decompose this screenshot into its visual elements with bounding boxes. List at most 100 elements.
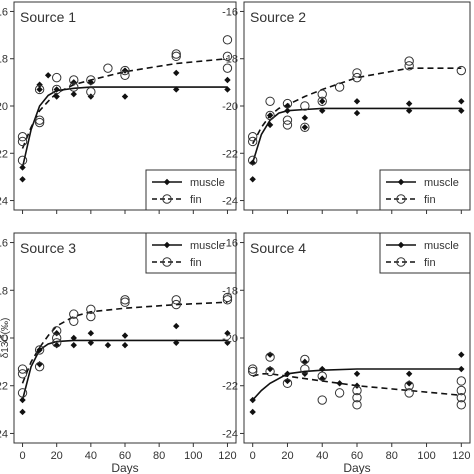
data-point-fin <box>247 155 258 166</box>
data-point-fin <box>282 120 293 130</box>
data-point-muscle <box>353 98 361 105</box>
series-fin <box>247 352 467 410</box>
series-fin <box>17 292 233 398</box>
fit-line-fin <box>252 372 462 397</box>
legend-marker-circle <box>396 257 406 267</box>
data-point-muscle <box>53 86 60 93</box>
panel-title: Source 3 <box>20 240 76 256</box>
data-point-muscle <box>224 76 231 84</box>
data-point-fin <box>17 136 28 147</box>
y-tick-label: -20 <box>0 333 8 345</box>
legend-label: muscle <box>424 240 459 252</box>
y-tick-label: -24 <box>222 196 238 208</box>
data-point-muscle <box>121 332 129 339</box>
x-tick-label: 0 <box>250 450 256 462</box>
data-point-muscle <box>458 365 465 373</box>
data-point-muscle <box>405 107 413 114</box>
data-point-fin <box>69 316 79 326</box>
data-point-muscle <box>173 339 180 346</box>
data-point-fin <box>34 115 45 125</box>
data-point-fin <box>17 369 28 379</box>
y-tick-label: -18 <box>222 285 238 297</box>
data-point-fin <box>51 72 62 83</box>
data-point-muscle <box>70 90 77 98</box>
data-point-muscle <box>249 176 256 183</box>
y-tick-label: -16 <box>0 6 8 18</box>
data-point-fin <box>300 101 310 111</box>
data-point-muscle <box>301 370 309 377</box>
data-point-muscle <box>44 72 52 79</box>
data-point-muscle <box>104 341 112 349</box>
data-point-fin <box>300 364 310 374</box>
data-point-muscle <box>319 107 326 114</box>
y-tick-label: -24 <box>0 428 8 440</box>
data-point-fin <box>247 136 258 147</box>
data-point-fin <box>17 155 28 166</box>
data-point-muscle <box>224 86 231 93</box>
legend-marker-circle <box>396 194 406 204</box>
data-point-fin <box>247 364 258 374</box>
fit-line-muscle <box>252 368 462 401</box>
x-tick-label: 80 <box>153 450 165 462</box>
panel-title: Source 1 <box>20 9 76 25</box>
data-point-fin <box>265 110 275 121</box>
data-point-fin <box>456 392 467 403</box>
fit-line-muscle <box>251 107 462 163</box>
data-point-fin <box>222 35 233 45</box>
data-point-fin <box>265 366 275 377</box>
data-point-fin <box>51 338 62 348</box>
data-point-fin <box>222 51 233 62</box>
y-tick-label: -18 <box>222 54 238 66</box>
panel-title: Source 2 <box>250 9 306 25</box>
data-point-fin <box>300 354 310 365</box>
data-point-fin <box>34 345 45 355</box>
x-tick-label: 100 <box>417 450 435 462</box>
data-point-fin <box>120 65 130 76</box>
data-point-fin <box>456 376 467 386</box>
legend-marker-circle <box>162 257 172 267</box>
x-tick-label: 60 <box>119 450 131 462</box>
data-point-muscle <box>224 339 231 346</box>
data-point-fin <box>69 309 79 319</box>
data-point-muscle <box>173 69 180 77</box>
y-tick-label: -20 <box>222 333 238 345</box>
data-point-muscle <box>284 107 291 114</box>
data-point-muscle <box>36 86 43 93</box>
data-point-fin <box>456 65 467 76</box>
data-point-muscle <box>87 339 95 346</box>
data-point-muscle <box>458 351 465 358</box>
legend-box <box>145 232 237 274</box>
data-point-fin <box>247 132 258 142</box>
data-point-muscle <box>121 93 129 100</box>
data-point-fin <box>34 84 45 95</box>
data-point-fin <box>282 115 293 125</box>
data-point-muscle <box>301 114 309 122</box>
data-point-fin <box>86 311 96 322</box>
data-point-fin <box>103 63 113 73</box>
data-point-fin <box>404 388 414 398</box>
data-point-fin <box>86 304 96 315</box>
x-tick-label: 40 <box>316 450 328 462</box>
data-point-muscle <box>266 121 274 129</box>
y-tick-label: -20 <box>0 101 8 113</box>
data-point-muscle <box>319 98 326 105</box>
panel-3: -16 -18 -20 -22 -24 0 20 40 60 80 100 120 Source 3 Da… <box>0 232 237 474</box>
y-tick-label: -22 <box>222 381 238 393</box>
y-tick-label: -16 <box>222 238 238 250</box>
data-point-muscle <box>405 100 413 107</box>
data-point-fin <box>456 400 467 410</box>
data-point-muscle <box>458 98 465 105</box>
series-muscle <box>19 67 231 183</box>
series-fin <box>17 35 233 166</box>
data-point-fin <box>17 388 28 398</box>
data-point-fin <box>317 89 327 99</box>
legend-box <box>379 169 471 211</box>
data-point-fin <box>51 84 62 95</box>
data-point-muscle <box>353 109 361 117</box>
data-point-fin <box>352 385 362 396</box>
x-tick-label: 120 <box>452 450 470 462</box>
legend-marker-diamond <box>397 178 405 186</box>
x-tick-label: 40 <box>85 450 97 462</box>
y-tick-label: -22 <box>0 381 8 393</box>
data-point-fin <box>69 82 79 92</box>
